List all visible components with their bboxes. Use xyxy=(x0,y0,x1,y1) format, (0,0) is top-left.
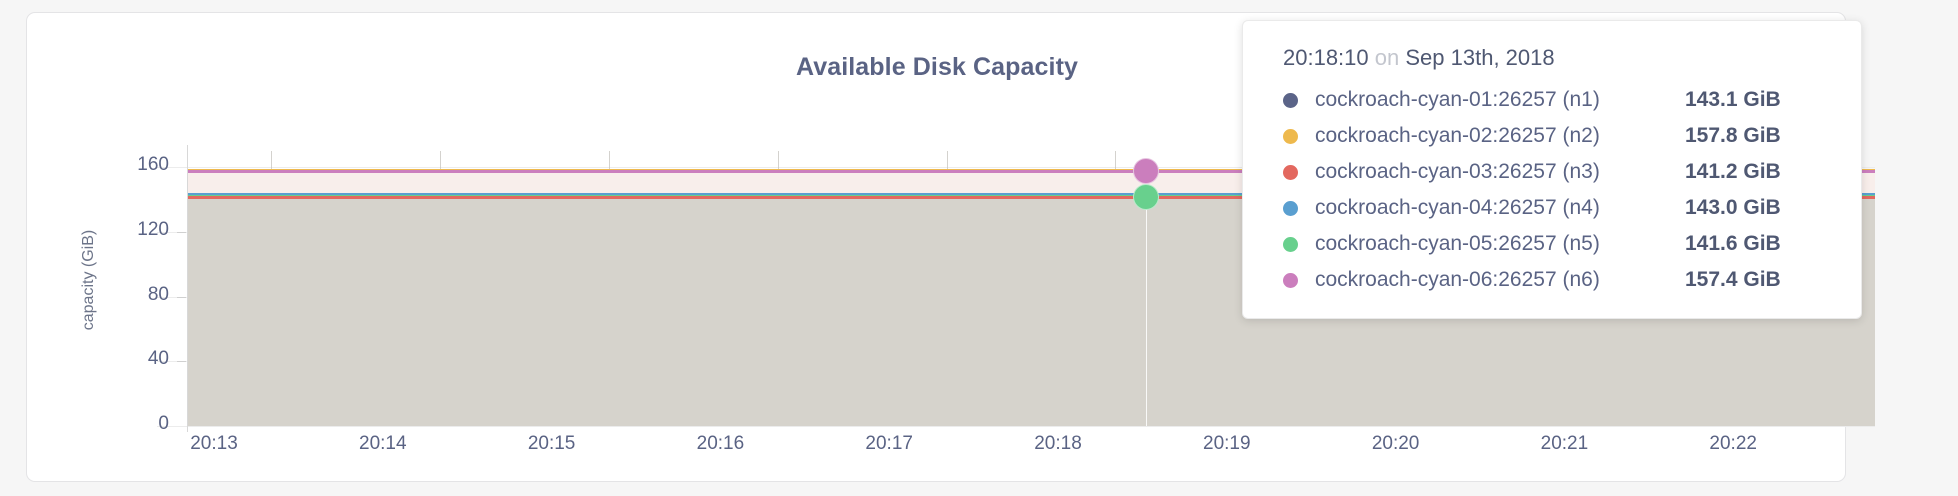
tooltip-row: cockroach-cyan-03:26257 (n3) 141.2 GiB xyxy=(1283,160,1825,184)
tooltip-series-name: cockroach-cyan-04:26257 (n4) xyxy=(1315,196,1600,219)
series-line-n3 xyxy=(187,196,1875,200)
tooltip-series-name: cockroach-cyan-06:26257 (n6) xyxy=(1315,268,1600,291)
series-color-dot-icon xyxy=(1283,236,1298,252)
marker-n5[interactable] xyxy=(1133,183,1159,210)
y-axis-tick-mark xyxy=(177,231,186,233)
series-color-dot-icon xyxy=(1283,164,1298,180)
horizontal-gridline xyxy=(157,167,1875,168)
tooltip-series-value: 141.6 GiB xyxy=(1685,232,1781,255)
x-axis-tick-label: 20:17 xyxy=(865,433,913,454)
series-color-dot-icon xyxy=(1283,272,1298,288)
x-axis-tick-label: 20:20 xyxy=(1371,433,1420,454)
series-color-dot-icon xyxy=(1283,92,1298,108)
y-axis-tick-label: 40 xyxy=(147,348,169,370)
y-axis-tick-mark xyxy=(177,296,186,298)
series-color-dot-icon xyxy=(1283,128,1298,144)
chart-card: Available Disk Capacity 0 40 80 120 160 capa… xyxy=(26,12,1875,482)
series-color-dot-icon xyxy=(1283,200,1298,216)
x-axis-tick-label: 20:15 xyxy=(527,433,576,454)
y-axis-tick-mark xyxy=(177,361,186,363)
tooltip-row: cockroach-cyan-04:26257 (n4) 143.0 GiB xyxy=(1283,196,1825,220)
y-axis-label: capacity (GiB) xyxy=(80,229,97,331)
y-axis-tick-label: 80 xyxy=(147,283,169,305)
x-axis-tick-label: 20:21 xyxy=(1540,433,1589,454)
series-line-n6 xyxy=(187,169,1875,173)
x-axis-tick-label: 20:22 xyxy=(1709,433,1757,454)
x-axis-tick-label: 20:13 xyxy=(190,433,238,454)
series-line-n4 xyxy=(187,193,1875,197)
tooltip-timestamp: 20:18:10 on Sep 13th, 2018 xyxy=(1283,45,1825,71)
tooltip-row: cockroach-cyan-02:26257 (n2) 157.8 GiB xyxy=(1283,124,1825,148)
page-title: Available Disk Capacity xyxy=(795,53,1079,81)
tooltip-series-value: 141.2 GiB xyxy=(1685,160,1781,183)
tooltip-series-name: cockroach-cyan-03:26257 (n3) xyxy=(1315,160,1600,183)
y-axis-line xyxy=(187,145,188,432)
tooltip-row: cockroach-cyan-05:26257 (n5) 141.6 GiB xyxy=(1283,232,1825,256)
y-axis-tick-label: 160 xyxy=(137,154,169,176)
tooltip-series-value: 143.0 GiB xyxy=(1685,196,1781,219)
hover-cursor-line xyxy=(1146,151,1147,426)
x-axis-tick-label: 20:16 xyxy=(696,433,745,454)
tooltip-series-name: cockroach-cyan-02:26257 (n2) xyxy=(1315,124,1600,147)
tooltip-series-name: cockroach-cyan-05:26257 (n5) xyxy=(1315,232,1600,255)
x-axis-tick-label: 20:18 xyxy=(1034,433,1082,454)
tooltip-time: 20:18:10 xyxy=(1283,45,1369,70)
horizontal-gridline xyxy=(157,426,1875,427)
tooltip-series-value: 157.8 GiB xyxy=(1685,124,1781,147)
marker-n6[interactable] xyxy=(1133,158,1159,185)
tooltip-series-name: cockroach-cyan-01:26257 (n1) xyxy=(1315,88,1600,111)
tooltip-row: cockroach-cyan-01:26257 (n1) 143.1 GiB xyxy=(1283,88,1825,112)
x-axis-tick-label: 20:19 xyxy=(1203,433,1251,454)
x-axis-tick-label: 20:14 xyxy=(359,433,407,454)
tooltip-row: cockroach-cyan-06:26257 (n6) 157.4 GiB xyxy=(1283,268,1825,292)
tooltip-series-value: 157.4 GiB xyxy=(1685,268,1781,291)
y-axis-tick-label: 0 xyxy=(158,413,169,434)
tooltip-series-value: 143.1 GiB xyxy=(1685,88,1781,111)
chart-tooltip: 20:18:10 on Sep 13th, 2018 cockroach-cya… xyxy=(1242,20,1862,319)
tooltip-date: Sep 13th, 2018 xyxy=(1405,45,1555,70)
tooltip-rows: cockroach-cyan-01:26257 (n1) 143.1 GiB coc… xyxy=(1283,88,1825,292)
y-axis-tick-label: 120 xyxy=(137,218,169,240)
tooltip-on-word: on xyxy=(1374,45,1400,70)
